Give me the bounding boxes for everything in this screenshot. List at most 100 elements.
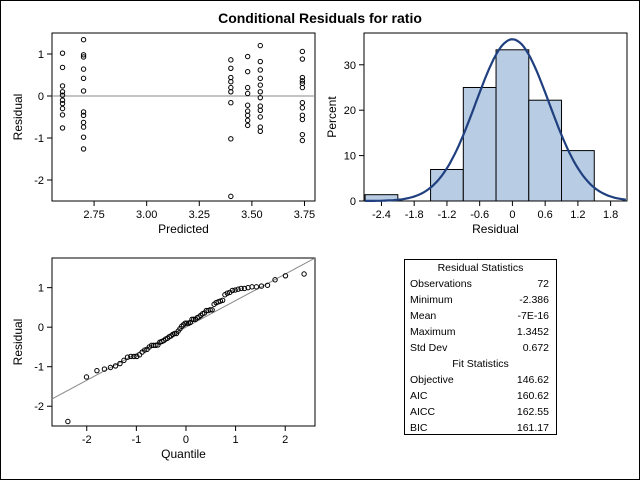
residual-point xyxy=(80,124,87,130)
y-tick-label: -2 xyxy=(34,175,44,187)
residual-point xyxy=(244,122,251,129)
statistics-table: Residual Statistics Observations 72 Minimu… xyxy=(404,259,557,435)
y-tick-label: 0 xyxy=(38,322,44,334)
residual-point xyxy=(299,74,306,81)
residual-point xyxy=(257,94,263,101)
y-tick-label: -1 xyxy=(34,362,44,374)
residual-statistic-label: Maximum xyxy=(410,326,456,338)
qq-point xyxy=(253,284,260,290)
y-tick-label: 0 xyxy=(38,91,44,103)
fit-statistic-value: 162.55 xyxy=(516,406,549,418)
plot-area-frame xyxy=(51,257,316,427)
residual-point xyxy=(59,100,66,107)
x-tick-label: -2.4 xyxy=(372,209,391,221)
qq-point xyxy=(301,271,307,277)
residual-point xyxy=(244,117,251,124)
residual-statistic-value: 0.672 xyxy=(522,342,549,354)
qq-reference-line xyxy=(51,257,316,400)
residual-point xyxy=(59,64,66,71)
figure-title: Conditional Residuals for ratio xyxy=(218,10,422,26)
residual-point xyxy=(257,75,263,82)
residual-point xyxy=(80,146,87,152)
qq-point xyxy=(258,283,265,289)
residual-point xyxy=(59,50,66,56)
y-axis-label: Percent xyxy=(325,96,339,138)
qq-point xyxy=(124,354,131,360)
residual-point xyxy=(244,102,251,108)
residual-point xyxy=(299,137,306,144)
histogram-bar xyxy=(495,49,530,202)
residual-point xyxy=(59,125,66,131)
y-tick-label: 30 xyxy=(344,60,356,72)
residual-statistic-row: Maximum 1.3452 xyxy=(405,324,556,340)
x-tick-label: -0.6 xyxy=(470,209,489,221)
residual-point xyxy=(80,52,87,58)
residual-point xyxy=(59,97,66,103)
fit-statistic-label: AIC xyxy=(410,390,428,402)
residual-point xyxy=(299,100,306,106)
fit-statistics-header: Fit Statistics xyxy=(452,358,509,370)
residual-point xyxy=(257,107,263,113)
residual-statistic-label: Std Dev xyxy=(410,342,448,354)
x-tick-label: 2 xyxy=(282,434,288,446)
residual-point xyxy=(257,114,263,120)
residual-point xyxy=(257,42,263,49)
x-axis-label: Residual xyxy=(472,222,519,236)
residual-histogram-plot: -2.4 -1.8 -1.2 -0.6 0 0.6 1.2 1.8 0 10 20 30 Residua… xyxy=(325,32,628,236)
residual-statistics-header: Residual Statistics xyxy=(437,262,524,274)
residual-statistic-value: -7E-16 xyxy=(517,310,549,322)
qq-point xyxy=(184,320,190,326)
qq-point xyxy=(121,357,127,364)
y-axis-label: Residual xyxy=(11,94,25,141)
qq-point xyxy=(272,277,278,283)
x-tick-label: 3.25 xyxy=(189,209,210,221)
y-tick-label: 20 xyxy=(344,105,356,117)
residual-point xyxy=(299,105,306,111)
x-tick-label: 0 xyxy=(509,209,515,221)
plot-area-frame xyxy=(51,32,316,202)
qq-point xyxy=(235,286,241,292)
fit-statistic-row: AIC 160.62 xyxy=(405,388,556,404)
residual-statistics-rows: Observations 72 Minimum -2.386 Mean -7E-16 Max… xyxy=(405,276,556,356)
x-tick-label: 1 xyxy=(233,434,239,446)
residual-point xyxy=(80,75,87,82)
qq-point xyxy=(107,364,114,371)
qq-point xyxy=(189,316,195,322)
qq-point xyxy=(241,285,248,292)
residual-point xyxy=(299,84,306,91)
residual-point xyxy=(59,92,66,98)
qq-point xyxy=(134,353,140,360)
fit-statistic-label: BIC xyxy=(410,422,428,434)
residual-statistic-row: Mean -7E-16 xyxy=(405,308,556,324)
histogram-bar xyxy=(462,86,497,202)
residual-statistic-row: Std Dev 0.672 xyxy=(405,340,556,356)
x-tick-label: 1.2 xyxy=(570,209,585,221)
residual-statistic-label: Observations xyxy=(410,278,472,290)
qq-point xyxy=(232,287,238,293)
residual-point xyxy=(244,53,251,60)
residual-point xyxy=(228,65,234,71)
x-tick-label: 2.75 xyxy=(83,209,104,221)
qq-point xyxy=(219,297,226,303)
residual-point xyxy=(59,83,66,89)
residual-point xyxy=(80,119,87,126)
normal-density-curve xyxy=(365,38,627,202)
residual-point xyxy=(80,54,87,60)
fit-statistic-row: BIC 161.17 xyxy=(405,420,556,436)
residual-statistic-value: -2.386 xyxy=(519,294,549,306)
residual-point xyxy=(228,89,234,95)
residual-point xyxy=(299,48,306,55)
qq-point xyxy=(65,418,71,425)
qq-point xyxy=(171,330,178,337)
residual-point xyxy=(80,112,87,119)
residual-point xyxy=(228,136,234,142)
y-axis-label: Residual xyxy=(11,319,25,366)
residual-point xyxy=(299,56,306,62)
residual-point xyxy=(244,68,251,75)
residual-point xyxy=(80,109,87,115)
residual-statistic-label: Mean xyxy=(410,310,437,322)
qq-point xyxy=(112,363,119,369)
fit-statistic-value: 146.62 xyxy=(516,374,549,386)
